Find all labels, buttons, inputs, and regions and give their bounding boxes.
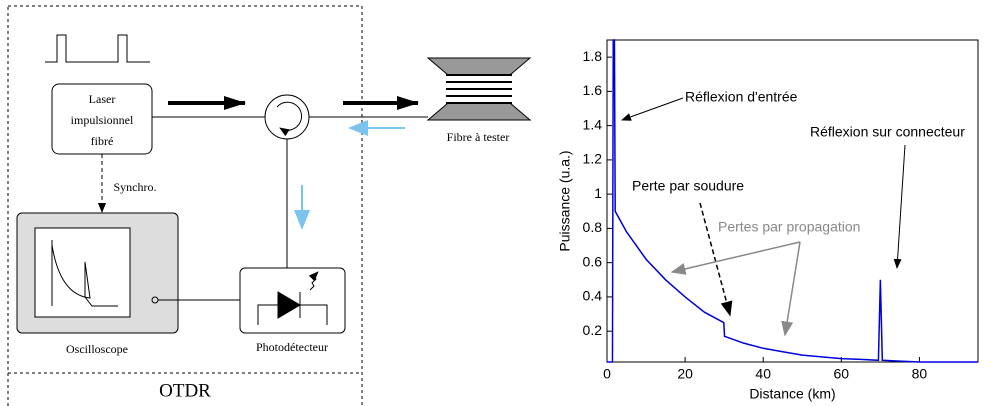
pulse <box>45 35 150 62</box>
annotation: Réflexion d'entrée <box>685 89 798 105</box>
x-tick-label: 20 <box>677 366 693 382</box>
laser-label: impulsionnel <box>71 113 134 127</box>
circulator <box>265 95 309 139</box>
x-axis-label: Distance (km) <box>749 386 835 402</box>
y-tick-label: 0.6 <box>583 253 603 269</box>
sync-label: Synchro. <box>114 180 157 194</box>
screen <box>35 228 130 317</box>
circulator-arrow <box>277 102 302 130</box>
oscilloscope-label: Oscilloscope <box>66 342 128 356</box>
spool-windings <box>446 75 512 103</box>
diode <box>278 292 300 318</box>
annotation: Réflexion sur connecteur <box>810 124 965 140</box>
photodetector-label: Photodétecteur <box>256 340 328 354</box>
y-axis-label: Puissance (u.a.) <box>557 150 573 251</box>
otdr-label: OTDR <box>159 380 211 401</box>
y-tick-label: 1 <box>594 185 602 201</box>
laser-label: Laser <box>89 92 116 106</box>
laser-label: fibré <box>91 134 114 148</box>
x-tick-label: 0 <box>603 366 611 382</box>
page: Laser impulsionnel fibré Synchro. Oscill… <box>0 0 1006 406</box>
y-tick-label: 1.8 <box>583 48 603 64</box>
y-tick-label: 0.8 <box>583 219 603 235</box>
spool-top <box>428 58 530 75</box>
x-tick-label: 80 <box>912 366 928 382</box>
y-tick-label: 0.2 <box>583 322 603 338</box>
x-tick-label: 40 <box>755 366 771 382</box>
y-tick-label: 1.4 <box>583 116 603 132</box>
annotation: Pertes par propagation <box>718 219 860 235</box>
y-tick-label: 1.2 <box>583 151 603 167</box>
fiber-label: Fibre à tester <box>447 130 510 144</box>
y-tick-label: 1.6 <box>583 82 603 98</box>
x-tick-label: 60 <box>834 366 850 382</box>
spool-bottom <box>428 103 530 120</box>
light <box>310 272 318 290</box>
annotation: Perte par soudure <box>632 178 744 194</box>
y-tick-label: 0.4 <box>583 288 603 304</box>
